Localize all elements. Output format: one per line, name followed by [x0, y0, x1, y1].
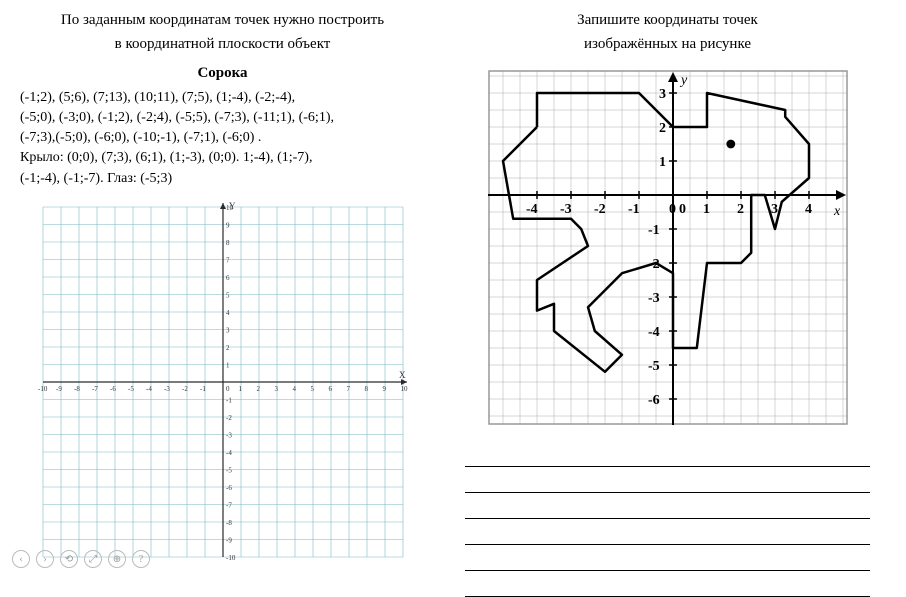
svg-text:-3: -3 [226, 431, 232, 439]
right-heading-2: изображённых на рисунке [455, 34, 880, 54]
svg-text:6: 6 [226, 274, 230, 282]
svg-text:-8: -8 [226, 519, 232, 527]
answer-line [465, 471, 870, 493]
coords-line: (-1;2), (5;6), (7;13), (10;11), (7;5), (… [20, 88, 425, 108]
svg-text:-1: -1 [200, 385, 206, 393]
left-subtitle: Сорока [20, 65, 425, 82]
svg-text:2: 2 [659, 121, 666, 136]
svg-text:1: 1 [659, 155, 666, 170]
footer-icon[interactable]: ⟲ [60, 550, 78, 568]
footer-icon[interactable]: ‹ [12, 550, 30, 568]
svg-text:-1: -1 [648, 223, 660, 238]
answer-line [465, 497, 870, 519]
svg-text:-7: -7 [92, 385, 98, 393]
svg-text:-2: -2 [182, 385, 188, 393]
footer-icon[interactable]: ? [132, 550, 150, 568]
svg-text:-4: -4 [146, 385, 152, 393]
svg-text:10: 10 [400, 385, 408, 393]
svg-text:2: 2 [737, 202, 744, 217]
svg-text:3: 3 [659, 87, 666, 102]
svg-text:2: 2 [226, 344, 230, 352]
svg-text:-2: -2 [594, 202, 606, 217]
svg-text:-6: -6 [110, 385, 116, 393]
svg-text:3: 3 [771, 202, 778, 217]
coordinate-chart-right: -4-3-2-101234-6-5-4-3-2-11230xy [488, 70, 848, 425]
right-heading-1: Запишите координаты точек [455, 10, 880, 30]
svg-text:-4: -4 [648, 325, 660, 340]
svg-text:7: 7 [346, 385, 350, 393]
footer-icon[interactable]: ⊕ [108, 550, 126, 568]
svg-text:-3: -3 [560, 202, 572, 217]
svg-text:8: 8 [226, 239, 230, 247]
coords-line: (-5;0), (-3;0), (-1;2), (-2;4), (-5;5), … [20, 108, 425, 128]
svg-text:X: X [399, 370, 406, 380]
svg-text:-7: -7 [226, 501, 232, 509]
svg-text:1: 1 [238, 385, 242, 393]
left-heading-1: По заданным координатам точек нужно пост… [20, 10, 425, 30]
svg-text:-5: -5 [648, 359, 660, 374]
svg-text:9: 9 [226, 221, 230, 229]
svg-text:-9: -9 [56, 385, 62, 393]
svg-text:-1: -1 [628, 202, 640, 217]
svg-text:-4: -4 [226, 449, 232, 457]
svg-text:-10: -10 [226, 554, 236, 562]
svg-text:-9: -9 [226, 536, 232, 544]
svg-text:5: 5 [310, 385, 314, 393]
svg-text:Y: Y [229, 201, 236, 211]
answer-line [465, 549, 870, 571]
svg-text:-8: -8 [74, 385, 80, 393]
svg-text:-6: -6 [226, 484, 232, 492]
svg-text:0: 0 [226, 385, 230, 393]
svg-text:-5: -5 [128, 385, 134, 393]
svg-text:9: 9 [382, 385, 386, 393]
svg-text:-2: -2 [226, 414, 232, 422]
svg-text:x: x [833, 204, 841, 219]
coords-block: (-1;2), (5;6), (7;13), (10;11), (7;5), (… [20, 88, 425, 189]
answer-line [465, 445, 870, 467]
svg-text:-4: -4 [526, 202, 538, 217]
svg-text:y: y [679, 73, 688, 88]
svg-text:7: 7 [226, 256, 230, 264]
svg-text:6: 6 [328, 385, 332, 393]
coords-line: (-1;-4), (-1;-7). Глаз: (-5;3) [20, 169, 425, 189]
svg-text:0: 0 [679, 202, 686, 217]
svg-text:2: 2 [256, 385, 260, 393]
footer-icon[interactable]: › [36, 550, 54, 568]
svg-text:4: 4 [226, 309, 230, 317]
svg-text:-3: -3 [164, 385, 170, 393]
coords-line: (-7;3),(-5;0), (-6;0), (-10;-1), (-7;1),… [20, 128, 425, 148]
svg-text:0: 0 [669, 202, 676, 217]
svg-text:1: 1 [703, 202, 710, 217]
svg-text:8: 8 [364, 385, 368, 393]
svg-text:-3: -3 [648, 291, 660, 306]
svg-text:4: 4 [805, 202, 812, 217]
svg-text:3: 3 [226, 326, 230, 334]
svg-text:1: 1 [226, 361, 230, 369]
answer-line [465, 523, 870, 545]
svg-text:-6: -6 [648, 393, 660, 408]
footer-toolbar: ‹ › ⟲ ⤢ ⊕? [12, 550, 150, 568]
answer-line [465, 575, 870, 597]
svg-text:4: 4 [292, 385, 296, 393]
footer-icon[interactable]: ⤢ [84, 550, 102, 568]
svg-text:-1: -1 [226, 396, 232, 404]
left-heading-2: в координатной плоскости объект [20, 34, 425, 54]
svg-text:-5: -5 [226, 466, 232, 474]
svg-text:3: 3 [274, 385, 278, 393]
svg-text:5: 5 [226, 291, 230, 299]
coordinate-grid-left: -10-9-8-7-6-5-4-3-2-1012345678910-10-9-8… [33, 197, 413, 567]
coords-line: Крыло: (0;0), (7;3), (6;1), (1;-3), (0;0… [20, 148, 425, 168]
svg-text:-10: -10 [38, 385, 48, 393]
